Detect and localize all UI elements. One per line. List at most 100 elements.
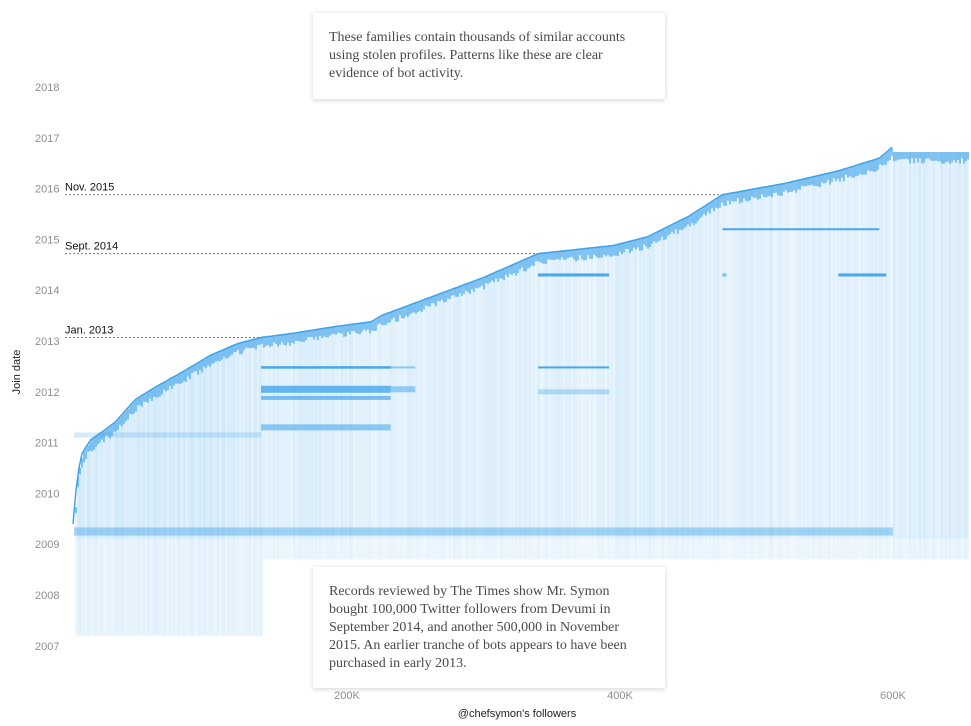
point-column-top xyxy=(441,293,443,300)
point-column-fade xyxy=(569,539,571,560)
point-column-top xyxy=(711,201,713,209)
point-column-fade xyxy=(213,539,215,636)
point-column-top xyxy=(575,249,577,262)
point-column xyxy=(565,250,567,560)
point-column-top xyxy=(265,336,267,347)
point-column-top xyxy=(799,179,801,190)
point-column-top xyxy=(895,152,897,161)
point-column-top xyxy=(957,152,959,160)
point-column-top xyxy=(427,298,429,307)
point-column xyxy=(477,279,479,560)
point-column-fade xyxy=(757,539,759,560)
point-column-top xyxy=(313,330,315,340)
point-column-top xyxy=(299,332,301,342)
point-column xyxy=(613,245,615,560)
point-column-top xyxy=(493,273,495,283)
point-column-top xyxy=(603,246,605,255)
point-column xyxy=(249,340,251,636)
point-column-fade xyxy=(281,539,283,560)
point-column-top xyxy=(667,227,669,236)
point-column-top xyxy=(377,318,379,325)
point-column xyxy=(741,191,743,560)
point-column-fade xyxy=(737,539,739,560)
point-column xyxy=(413,303,415,560)
point-column-top xyxy=(615,245,617,256)
point-column-fade xyxy=(435,539,437,560)
point-column-fade xyxy=(759,539,761,560)
point-column xyxy=(821,174,823,560)
point-column-fade xyxy=(793,539,795,560)
point-column-fade xyxy=(895,539,897,560)
point-column xyxy=(133,402,135,636)
point-column-fade xyxy=(227,539,229,636)
point-column xyxy=(817,175,819,560)
point-column-top xyxy=(617,244,619,256)
point-column-top xyxy=(203,359,205,367)
point-column xyxy=(731,193,733,560)
point-column-fade xyxy=(593,539,595,560)
point-column xyxy=(847,168,849,560)
point-column-fade xyxy=(941,539,943,560)
point-column-fade xyxy=(95,539,97,636)
point-column xyxy=(611,245,613,560)
point-column-fade xyxy=(685,539,687,560)
point-column xyxy=(657,232,659,560)
point-column-fade xyxy=(701,539,703,560)
point-column xyxy=(911,152,913,560)
point-column xyxy=(297,332,299,560)
point-column xyxy=(893,152,895,560)
point-column-top xyxy=(781,184,783,197)
point-column-fade xyxy=(339,539,341,560)
point-column-top xyxy=(129,406,131,414)
point-column-top xyxy=(643,237,645,245)
point-column-fade xyxy=(699,539,701,560)
point-column-top xyxy=(795,180,797,193)
point-column-top xyxy=(565,250,567,260)
point-column-top xyxy=(847,168,849,178)
point-column-top xyxy=(725,194,727,206)
point-column-top xyxy=(839,170,841,182)
point-column-fade xyxy=(233,539,235,636)
y-tick-label: 2015 xyxy=(35,234,59,246)
point-column-top xyxy=(753,189,755,198)
point-column xyxy=(113,423,115,636)
point-column-top xyxy=(501,269,503,279)
point-column xyxy=(457,287,459,560)
bot-family-band xyxy=(261,366,391,369)
point-column-fade xyxy=(439,539,441,560)
point-column-fade xyxy=(323,539,325,560)
point-column-top xyxy=(123,413,125,424)
point-column xyxy=(533,255,535,560)
point-column-fade xyxy=(689,539,691,560)
point-column-top xyxy=(87,445,89,452)
point-column-fade xyxy=(533,539,535,560)
point-column-fade xyxy=(661,539,663,560)
point-column-fade xyxy=(555,539,557,560)
point-column-top xyxy=(409,305,411,315)
point-column xyxy=(673,224,675,560)
point-column-fade xyxy=(805,539,807,560)
point-column-fade xyxy=(549,539,551,560)
point-column-top xyxy=(631,240,633,252)
point-column-fade xyxy=(77,539,79,636)
point-column-fade xyxy=(589,539,591,560)
point-column-top xyxy=(421,300,423,312)
point-column-fade xyxy=(97,539,99,636)
point-column xyxy=(963,152,965,560)
point-column xyxy=(675,223,677,560)
point-column-fade xyxy=(159,539,161,636)
y-tick-label: 2014 xyxy=(35,285,59,297)
point-column xyxy=(737,192,739,560)
point-column xyxy=(339,326,341,560)
point-column-top xyxy=(735,192,737,202)
point-column-top xyxy=(339,326,341,334)
point-column xyxy=(421,300,423,560)
point-column xyxy=(545,252,547,560)
point-column-top xyxy=(703,207,705,215)
point-column xyxy=(557,251,559,560)
point-column-top xyxy=(459,286,461,294)
point-column-fade xyxy=(729,539,731,560)
point-column-top xyxy=(435,295,437,307)
point-column-fade xyxy=(967,539,969,560)
